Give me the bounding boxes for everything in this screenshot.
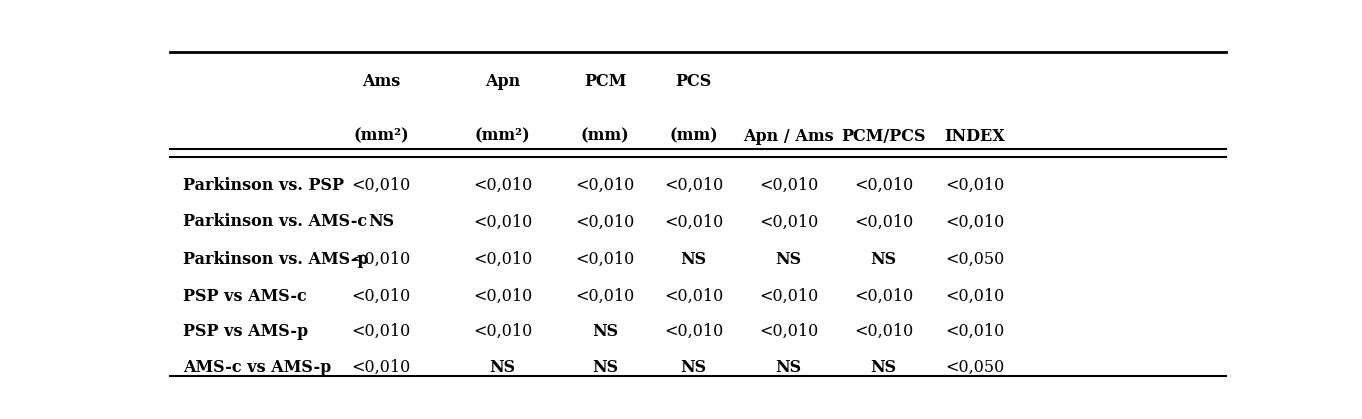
Text: <0,010: <0,010 <box>576 251 635 268</box>
Text: <0,010: <0,010 <box>473 251 533 268</box>
Text: <0,010: <0,010 <box>945 287 1004 305</box>
Text: PCS: PCS <box>676 73 712 90</box>
Text: <0,010: <0,010 <box>473 287 533 305</box>
Text: <0,010: <0,010 <box>473 177 533 194</box>
Text: PCM: PCM <box>584 73 627 90</box>
Text: (mm): (mm) <box>580 128 629 145</box>
Text: PSP vs AMS-c: PSP vs AMS-c <box>183 287 306 305</box>
Text: <0,010: <0,010 <box>665 287 723 305</box>
Text: Apn / Ams: Apn / Ams <box>744 128 834 145</box>
Text: <0,010: <0,010 <box>351 287 411 305</box>
Text: <0,010: <0,010 <box>854 213 914 230</box>
Text: Parkinson vs. AMS-c: Parkinson vs. AMS-c <box>183 213 366 230</box>
Text: <0,050: <0,050 <box>945 251 1004 268</box>
Text: Apn: Apn <box>485 73 520 90</box>
Text: <0,010: <0,010 <box>759 323 819 340</box>
Text: Parkinson vs. AMS-p: Parkinson vs. AMS-p <box>183 251 368 268</box>
Text: PCM/PCS: PCM/PCS <box>842 128 926 145</box>
Text: <0,010: <0,010 <box>759 287 819 305</box>
Text: <0,010: <0,010 <box>665 323 723 340</box>
Text: PSP vs AMS-p: PSP vs AMS-p <box>183 323 308 340</box>
Text: <0,010: <0,010 <box>665 213 723 230</box>
Text: <0,010: <0,010 <box>945 177 1004 194</box>
Text: <0,010: <0,010 <box>351 323 411 340</box>
Text: (mm): (mm) <box>670 128 718 145</box>
Text: <0,010: <0,010 <box>473 323 533 340</box>
Text: NS: NS <box>592 359 618 375</box>
Text: <0,010: <0,010 <box>351 177 411 194</box>
Text: NS: NS <box>681 359 707 375</box>
Text: <0,010: <0,010 <box>854 177 914 194</box>
Text: NS: NS <box>681 251 707 268</box>
Text: NS: NS <box>870 251 896 268</box>
Text: <0,010: <0,010 <box>576 213 635 230</box>
Text: NS: NS <box>776 251 802 268</box>
Text: (mm²): (mm²) <box>475 128 531 145</box>
Text: <0,010: <0,010 <box>854 287 914 305</box>
Text: <0,010: <0,010 <box>759 213 819 230</box>
Text: <0,010: <0,010 <box>576 287 635 305</box>
Text: <0,010: <0,010 <box>945 213 1004 230</box>
Text: NS: NS <box>870 359 896 375</box>
Text: Ams: Ams <box>362 73 400 90</box>
Text: NS: NS <box>368 213 395 230</box>
Text: INDEX: INDEX <box>944 128 1005 145</box>
Text: AMS-c vs AMS-p: AMS-c vs AMS-p <box>183 359 331 375</box>
Text: NS: NS <box>592 323 618 340</box>
Text: <0,010: <0,010 <box>759 177 819 194</box>
Text: Parkinson vs. PSP: Parkinson vs. PSP <box>183 177 345 194</box>
Text: <0,010: <0,010 <box>576 177 635 194</box>
Text: NS: NS <box>490 359 516 375</box>
Text: <0,010: <0,010 <box>945 323 1004 340</box>
Text: NS: NS <box>776 359 802 375</box>
Text: <0,010: <0,010 <box>665 177 723 194</box>
Text: <0,010: <0,010 <box>351 359 411 375</box>
Text: (mm²): (mm²) <box>354 128 409 145</box>
Text: <0,050: <0,050 <box>945 359 1004 375</box>
Text: <0,010: <0,010 <box>351 251 411 268</box>
Text: <0,010: <0,010 <box>473 213 533 230</box>
Text: <0,010: <0,010 <box>854 323 914 340</box>
